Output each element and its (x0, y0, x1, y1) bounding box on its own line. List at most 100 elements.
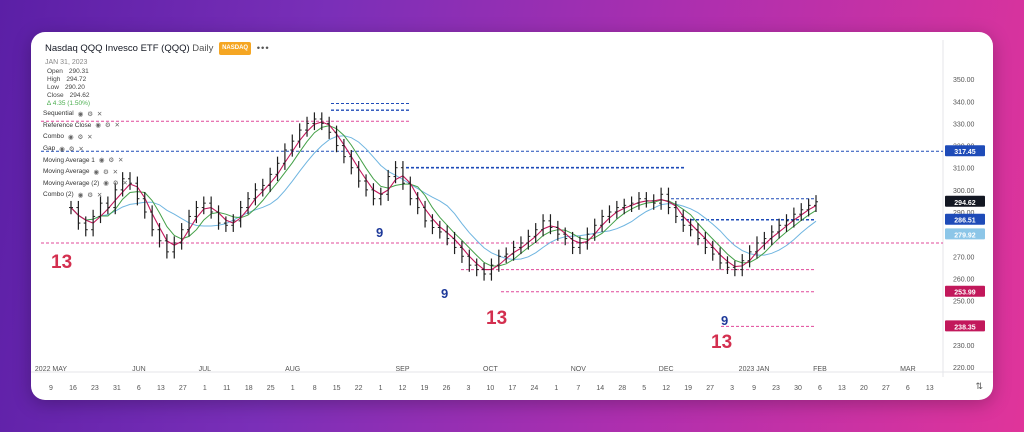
interval-label[interactable]: Daily (192, 43, 214, 55)
indicator-controls-icon[interactable]: ◉ ⚙ ✕ (59, 145, 85, 153)
x-tick-label: 24 (530, 385, 538, 392)
exchange-badge: NASDAQ (219, 42, 252, 55)
y-tick-label: 350.00 (953, 77, 975, 84)
indicator-row[interactable]: Reference Close ◉ ⚙ ✕ (43, 120, 129, 132)
indicator-controls-icon[interactable]: ◉ ⚙ ✕ (67, 133, 94, 141)
price-label-text: 286.51 (954, 218, 976, 225)
x-tick-label: 3 (730, 385, 734, 392)
y-tick-label: 330.00 (953, 121, 975, 128)
x-tick-label: 5 (642, 385, 646, 392)
price-label-box (945, 145, 985, 157)
moving-average-line (70, 135, 817, 261)
x-tick-label: 6 (818, 385, 822, 392)
x-tick-label: 13 (838, 385, 846, 392)
price-chart[interactable]: 350.00340.00330.00320.00310.00300.00290.… (31, 32, 993, 400)
x-tick-label: 3 (466, 385, 470, 392)
indicator-label: Moving Average (2) (43, 179, 100, 187)
x-tick-label: 12 (399, 385, 407, 392)
indicator-controls-icon[interactable]: ◉ ⚙ ✕ (103, 180, 129, 188)
x-tick-label: 26 (443, 385, 451, 392)
price-label-text: 317.45 (954, 149, 976, 156)
y-tick-label: 340.00 (953, 99, 975, 106)
indicator-label: Combo (2) (43, 191, 74, 199)
x-tick-label: 1 (291, 385, 295, 392)
y-tick-label: 250.00 (953, 299, 975, 306)
x-tick-label: 12 (662, 385, 670, 392)
symbol-name[interactable]: Nasdaq QQQ Invesco ETF (QQQ) (45, 43, 190, 55)
y-tick-label: 290.00 (953, 210, 975, 217)
x-tick-label: 20 (860, 385, 868, 392)
x-tick-label: 13 (157, 385, 165, 392)
x-tick-label: 15 (333, 385, 341, 392)
price-label-box (945, 228, 985, 240)
indicator-controls-icon[interactable]: ◉ ⚙ ✕ (77, 110, 104, 118)
month-label: AUG (285, 366, 300, 373)
low-value: 290.20 (64, 84, 85, 91)
price-label-box (945, 285, 985, 297)
change-value: 4.35 (1.50%) (52, 100, 91, 107)
month-label: JUN (132, 366, 146, 373)
x-tick-label: 19 (684, 385, 692, 392)
indicator-controls-icon[interactable]: ◉ ⚙ ✕ (93, 168, 120, 176)
indicator-label: Gap (43, 145, 56, 153)
indicator-row[interactable]: Combo (2) ◉ ⚙ ✕ (43, 189, 129, 201)
x-tick-label: 13 (926, 385, 934, 392)
y-tick-label: 270.00 (953, 254, 975, 261)
sequential-count-label: 9 (441, 286, 448, 301)
x-tick-label: 17 (508, 385, 516, 392)
chart-header: Nasdaq QQQ Invesco ETF (QQQ) Daily NASDA… (45, 42, 270, 108)
ohlc-panel: Open 290.31 High 294.72 Low 290.20 Close 294… (47, 68, 270, 108)
y-tick-label: 260.00 (953, 276, 975, 283)
x-tick-label: 14 (596, 385, 604, 392)
x-tick-label: 22 (355, 385, 363, 392)
indicator-row[interactable]: Gap ◉ ⚙ ✕ (43, 143, 129, 155)
x-tick-label: 27 (706, 385, 714, 392)
price-label-text: 279.92 (954, 232, 976, 239)
price-label-box (945, 195, 985, 207)
moving-average-line (70, 121, 817, 271)
moving-average-line (70, 125, 817, 267)
y-tick-label: 310.00 (953, 166, 975, 173)
month-label: 2022 MAY (35, 366, 67, 373)
indicator-label: Reference Close (43, 121, 92, 129)
y-tick-label: 230.00 (953, 343, 975, 350)
indicator-list: Sequential ◉ ⚙ ✕ Reference Close ◉ ⚙ ✕ Combo… (43, 108, 129, 201)
chart-title: Nasdaq QQQ Invesco ETF (QQQ) Daily NASDA… (45, 42, 270, 55)
x-tick-label: 1 (379, 385, 383, 392)
indicator-controls-icon[interactable]: ◉ ⚙ ✕ (77, 191, 104, 199)
month-label: JUL (199, 366, 212, 373)
x-tick-label: 1 (203, 385, 207, 392)
indicator-row[interactable]: Sequential ◉ ⚙ ✕ (43, 108, 129, 120)
x-tick-label: 23 (91, 385, 99, 392)
low-label: Low (47, 84, 59, 91)
close-value: 294.62 (69, 92, 90, 99)
y-tick-label: 300.00 (953, 188, 975, 195)
sequential-count-label: 13 (711, 332, 732, 353)
high-label: High (47, 76, 61, 83)
month-label: FEB (813, 366, 827, 373)
high-value: 294.72 (66, 76, 87, 83)
price-label-box (945, 213, 985, 225)
indicator-row[interactable]: Moving Average ◉ ⚙ ✕ (43, 166, 129, 178)
x-tick-label: 1 (554, 385, 558, 392)
month-label: NOV (571, 366, 587, 373)
price-label-text: 238.35 (954, 324, 976, 331)
x-tick-label: 10 (487, 385, 495, 392)
indicator-row[interactable]: Combo ◉ ⚙ ✕ (43, 131, 129, 143)
x-tick-label: 27 (882, 385, 890, 392)
sequential-count-label: 9 (721, 313, 728, 328)
x-tick-label: 19 (421, 385, 429, 392)
indicator-row[interactable]: Moving Average 1 ◉ ⚙ ✕ (43, 154, 129, 166)
x-tick-label: 18 (245, 385, 253, 392)
x-tick-label: 16 (69, 385, 77, 392)
more-options-icon[interactable]: ••• (256, 43, 270, 55)
indicator-controls-icon[interactable]: ◉ ⚙ ✕ (95, 122, 121, 130)
reset-scale-icon[interactable]: ⇅ (975, 381, 983, 391)
x-tick-label: 9 (752, 385, 756, 392)
x-tick-label: 30 (794, 385, 802, 392)
indicator-row[interactable]: Moving Average (2) ◉ ⚙ ✕ (43, 178, 129, 190)
close-label: Close (47, 92, 64, 99)
quote-date: JAN 31, 2023 (45, 59, 88, 66)
indicator-controls-icon[interactable]: ◉ ⚙ ✕ (98, 157, 125, 165)
x-tick-label: 7 (576, 385, 580, 392)
